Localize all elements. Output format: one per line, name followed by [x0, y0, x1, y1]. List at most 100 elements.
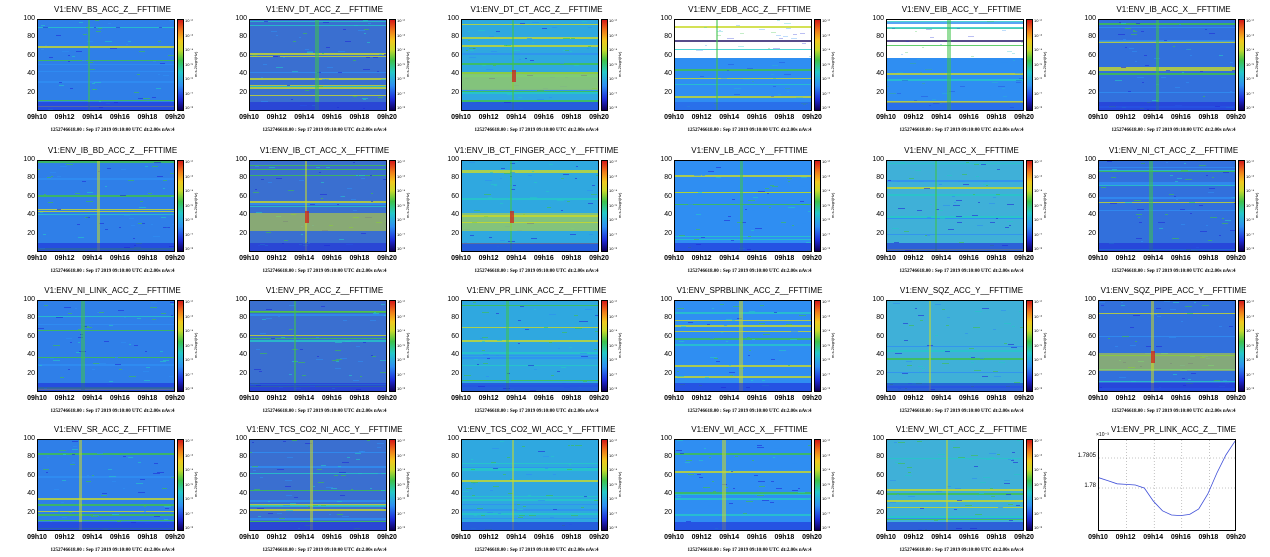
- noise-patch: [898, 463, 905, 464]
- noise-patch: [115, 454, 121, 455]
- noise-patch: [492, 448, 499, 449]
- noise-patch: [386, 46, 387, 47]
- colorbar-tick-label: 10⁻⁶: [822, 496, 831, 501]
- noise-patch: [968, 36, 974, 37]
- noise-patch: [909, 178, 914, 179]
- colorbar-tick-label: 10⁻⁸: [822, 386, 831, 391]
- noise-patch: [1223, 172, 1229, 173]
- colorbar-tick-label: 10⁻²: [185, 299, 193, 304]
- noise-patch: [688, 391, 692, 392]
- noise-patch: [774, 448, 781, 449]
- spectral-line: [1099, 167, 1235, 168]
- noise-patch: [154, 463, 158, 464]
- noise-patch: [1235, 363, 1236, 364]
- noise-patch: [466, 488, 472, 489]
- x-tick-label: 09h12: [903, 255, 924, 262]
- hot-spot: [305, 211, 309, 223]
- noise-patch: [483, 363, 488, 364]
- x-tick-label: 09h14: [506, 114, 527, 121]
- spectrogram-image: [250, 301, 386, 391]
- transient-band: [740, 161, 743, 251]
- noise-patch: [478, 30, 485, 31]
- spectrogram-image: [675, 161, 811, 251]
- colorbar-tick-label: 10⁻²: [397, 18, 405, 23]
- colorbar-tick-label: 10⁻⁵: [397, 342, 406, 348]
- noise-patch: [748, 355, 750, 356]
- x-tick-label: 09h12: [266, 534, 287, 541]
- noise-patch: [159, 27, 162, 28]
- noise-patch: [327, 67, 333, 68]
- noise-patch: [1112, 169, 1117, 170]
- colorbar-tick-label: 10⁻⁵: [609, 342, 618, 348]
- noise-patch: [707, 324, 710, 325]
- noise-patch: [75, 308, 77, 309]
- spectral-line: [1099, 336, 1235, 337]
- noise-patch: [528, 365, 534, 366]
- noise-patch: [1019, 78, 1023, 79]
- noise-patch: [989, 203, 995, 204]
- noise-patch: [59, 85, 64, 86]
- noise-patch: [370, 488, 372, 489]
- noise-patch: [1121, 67, 1126, 68]
- noise-patch: [464, 242, 467, 243]
- noise-patch: [729, 503, 733, 504]
- x-tick-label: 09h10: [451, 534, 471, 541]
- noise-patch: [973, 194, 975, 195]
- noise-patch: [1132, 51, 1137, 52]
- noise-patch: [751, 230, 754, 231]
- noise-patch: [921, 96, 928, 97]
- noise-patch: [694, 175, 701, 176]
- noise-patch: [271, 31, 277, 32]
- noise-patch: [532, 22, 539, 23]
- noise-patch: [1179, 24, 1181, 25]
- spectral-line: [38, 504, 174, 506]
- noise-patch: [335, 342, 342, 343]
- noise-patch: [758, 191, 765, 192]
- noise-patch: [902, 373, 908, 374]
- noise-patch: [1006, 494, 1011, 495]
- colorbar-tick-label: 10⁻²: [609, 159, 617, 164]
- noise-patch: [353, 96, 357, 97]
- noise-patch: [697, 474, 701, 475]
- low-freq-band: [38, 102, 174, 110]
- gps-footer: 1252746618.00 : Sep 17 2019 09:10:00 UTC…: [262, 269, 387, 274]
- x-tick-label: 09h20: [802, 395, 822, 402]
- y-tick-label: 40: [27, 351, 35, 359]
- noise-patch: [150, 307, 157, 308]
- noise-patch: [704, 232, 706, 233]
- x-tick-label: 09h12: [691, 534, 712, 541]
- noise-patch: [486, 69, 493, 70]
- noise-patch: [1008, 504, 1013, 505]
- noise-patch: [286, 495, 292, 496]
- y-tick-label: 1.78: [1084, 483, 1096, 489]
- noise-patch: [918, 366, 923, 367]
- noise-patch: [157, 472, 164, 473]
- noise-patch: [897, 72, 903, 73]
- x-tick-label: 09h12: [1115, 534, 1136, 541]
- spectral-line: [250, 314, 386, 316]
- x-tick-label: 09h14: [82, 114, 103, 121]
- noise-patch: [163, 188, 165, 189]
- noise-patch: [1177, 178, 1182, 179]
- noise-patch: [798, 488, 800, 489]
- noise-patch: [751, 380, 753, 381]
- panel-title: V1:ENV_WI_CT_ACC_Z__FFTTIME: [895, 425, 1028, 434]
- noise-patch: [677, 308, 684, 309]
- y-tick-label: 60: [664, 332, 672, 340]
- y-tick-label: 100: [23, 15, 35, 22]
- noise-patch: [733, 306, 740, 307]
- noise-patch: [1136, 214, 1142, 215]
- x-tick-label: 09h20: [1014, 534, 1034, 541]
- noise-patch: [679, 341, 684, 342]
- noise-patch: [377, 443, 384, 444]
- noise-patch: [104, 341, 109, 342]
- noise-patch: [596, 175, 598, 176]
- noise-patch: [721, 332, 723, 333]
- noise-patch: [917, 210, 922, 211]
- colorbar-label: m.s-2/sqrt(Hz): [1042, 471, 1047, 497]
- x-tick-label: 09h18: [561, 534, 582, 541]
- noise-patch: [1188, 210, 1192, 211]
- noise-patch: [801, 103, 808, 104]
- y-tick-label: 40: [1088, 70, 1096, 78]
- noise-patch: [785, 88, 790, 89]
